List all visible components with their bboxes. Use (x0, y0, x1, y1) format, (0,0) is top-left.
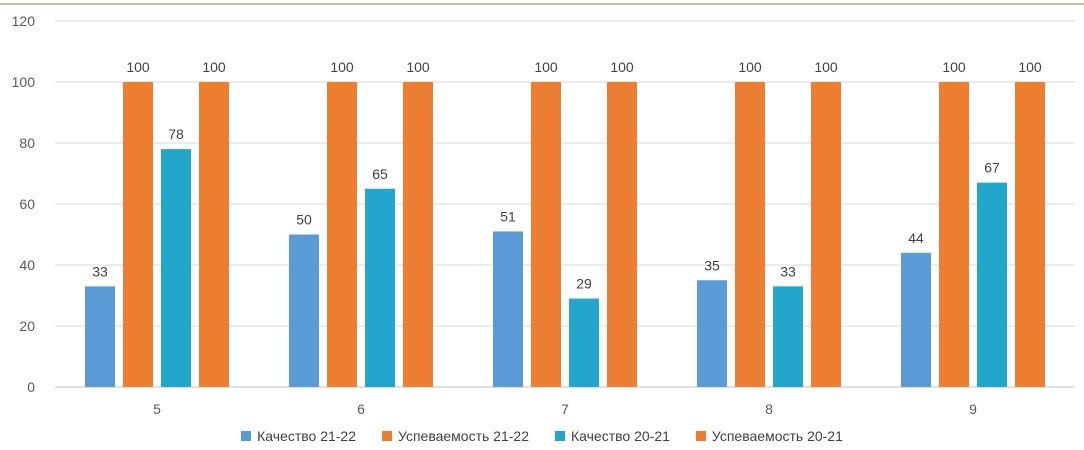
bar (811, 82, 841, 387)
bar (607, 82, 637, 387)
legend-swatch (695, 431, 706, 441)
y-tick-label: 0 (27, 379, 35, 395)
legend-item: Успеваемость 20-21 (695, 428, 843, 444)
bar (901, 252, 931, 387)
legend-item: Качество 20-21 (555, 428, 670, 444)
bar (123, 82, 153, 387)
data-label: 100 (330, 59, 354, 75)
bar (493, 231, 523, 387)
legend-label: Успеваемость 21-22 (398, 428, 529, 444)
x-tick-label: 7 (561, 401, 569, 417)
y-tick-label: 120 (12, 13, 36, 29)
bar (327, 82, 357, 387)
bar (569, 298, 599, 387)
data-label: 33 (780, 263, 796, 279)
y-tick-label: 100 (12, 74, 36, 90)
bar (85, 286, 115, 387)
bar (403, 82, 433, 387)
bar (773, 286, 803, 387)
bar (365, 188, 395, 387)
data-label: 100 (126, 59, 150, 75)
legend-label: Качество 21-22 (257, 428, 356, 444)
bar (531, 82, 561, 387)
legend-item: Успеваемость 21-22 (382, 428, 529, 444)
bar (199, 82, 229, 387)
data-label: 100 (1018, 59, 1042, 75)
data-label: 65 (372, 166, 388, 182)
data-label: 100 (406, 59, 430, 75)
data-label: 33 (92, 263, 108, 279)
data-label: 44 (908, 230, 924, 246)
legend-label: Качество 20-21 (571, 428, 670, 444)
bar (161, 149, 191, 387)
bar (735, 82, 765, 387)
data-label: 100 (534, 59, 558, 75)
data-label: 100 (738, 59, 762, 75)
data-label: 100 (814, 59, 838, 75)
x-tick-label: 8 (765, 401, 773, 417)
y-tick-label: 80 (19, 135, 35, 151)
bar (939, 82, 969, 387)
legend-label: Успеваемость 20-21 (711, 428, 843, 444)
data-label: 51 (500, 208, 516, 224)
data-label: 67 (984, 160, 1000, 176)
data-label: 29 (576, 276, 592, 292)
legend-swatch (382, 431, 392, 441)
legend-item: Качество 21-22 (241, 428, 356, 444)
x-tick-label: 9 (969, 401, 977, 417)
data-label: 78 (168, 126, 184, 142)
bar (289, 234, 319, 387)
y-tick-label: 40 (19, 257, 35, 273)
legend-swatch (555, 431, 565, 441)
data-label: 100 (942, 59, 966, 75)
bar (697, 280, 727, 387)
data-label: 100 (610, 59, 634, 75)
data-label: 100 (202, 59, 226, 75)
data-label: 50 (296, 212, 312, 228)
bar (977, 182, 1007, 387)
y-tick-label: 20 (19, 318, 35, 334)
x-tick-label: 6 (357, 401, 365, 417)
y-tick-label: 60 (19, 196, 35, 212)
x-tick-label: 5 (153, 401, 161, 417)
data-label: 35 (704, 257, 720, 273)
bar (1015, 82, 1045, 387)
legend-swatch (241, 431, 252, 441)
legend: Качество 21-22 Успеваемость 21-22 Качество… (0, 428, 1084, 444)
